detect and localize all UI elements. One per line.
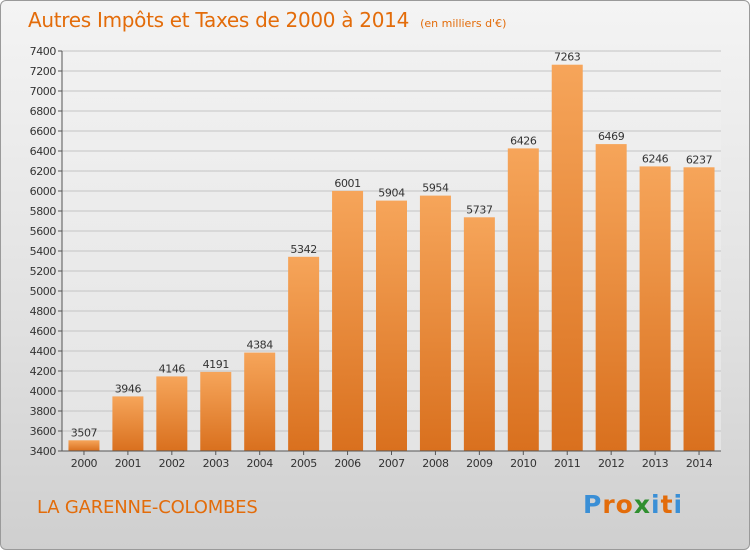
logo-letter: t bbox=[660, 490, 674, 519]
logo-letter: i bbox=[651, 490, 661, 519]
x-tick-label: 2011 bbox=[554, 457, 580, 470]
bar bbox=[683, 167, 715, 452]
y-tick-label: 6200 bbox=[30, 165, 57, 178]
y-tick-label: 4200 bbox=[30, 365, 57, 378]
logo-letter: r bbox=[602, 490, 616, 519]
bar bbox=[112, 396, 144, 451]
data-label: 7263 bbox=[554, 51, 581, 64]
data-label: 6237 bbox=[686, 153, 713, 166]
bar bbox=[244, 352, 276, 451]
chart-header: Autres Impôts et Taxes de 2000 à 2014 (e… bbox=[28, 8, 506, 32]
x-tick-label: 2007 bbox=[378, 457, 405, 470]
chart-subtitle: (en milliers d'€) bbox=[420, 17, 507, 30]
y-tick-label: 6600 bbox=[30, 125, 57, 138]
y-tick-label: 3600 bbox=[30, 425, 57, 438]
x-tick-label: 2008 bbox=[422, 457, 449, 470]
y-tick-label: 3400 bbox=[30, 445, 57, 458]
x-tick-label: 2006 bbox=[334, 457, 361, 470]
bars bbox=[68, 64, 715, 452]
data-label: 5342 bbox=[290, 243, 316, 256]
bar bbox=[288, 256, 320, 451]
data-label: 4191 bbox=[203, 358, 229, 371]
x-tick-label: 2004 bbox=[246, 457, 273, 470]
data-label: 6001 bbox=[334, 177, 360, 190]
logo-letter: o bbox=[615, 490, 634, 519]
y-tick-label: 5000 bbox=[30, 285, 57, 298]
logo-letter: i bbox=[673, 490, 684, 519]
data-label: 3946 bbox=[115, 382, 142, 395]
bar bbox=[463, 217, 495, 451]
x-tick-label: 2003 bbox=[203, 457, 230, 470]
y-tick-label: 6400 bbox=[30, 145, 57, 158]
data-label: 6469 bbox=[598, 130, 625, 143]
y-tick-label: 3800 bbox=[30, 405, 57, 418]
y-tick-label: 4600 bbox=[30, 325, 57, 338]
bar bbox=[332, 190, 364, 451]
chart-title: Autres Impôts et Taxes de 2000 à 2014 bbox=[28, 8, 409, 32]
x-tick-label: 2010 bbox=[510, 457, 537, 470]
y-tick-label: 6800 bbox=[30, 105, 57, 118]
data-labels: 3507 3946 4146 4191 4384 5342 6001 5904 5954 5737… bbox=[71, 51, 713, 440]
bar bbox=[419, 195, 451, 451]
bar bbox=[156, 376, 188, 451]
y-tick-label: 4000 bbox=[30, 385, 57, 398]
data-label: 6246 bbox=[642, 152, 669, 165]
x-tick-label: 2000 bbox=[71, 457, 98, 470]
proxiti-logo[interactable]: Proxiti bbox=[583, 490, 683, 519]
y-tick-label: 5400 bbox=[30, 245, 57, 258]
y-tick-label: 5600 bbox=[30, 225, 57, 238]
bar bbox=[595, 144, 627, 451]
x-tick-label: 2012 bbox=[598, 457, 624, 470]
bar bbox=[639, 166, 671, 451]
x-tick-label: 2014 bbox=[686, 457, 713, 470]
y-tick-label: 7400 bbox=[30, 45, 57, 58]
x-tick-label: 2005 bbox=[290, 457, 317, 470]
y-tick-label: 4800 bbox=[30, 305, 57, 318]
y-tick-label: 7000 bbox=[30, 85, 57, 98]
data-label: 4146 bbox=[159, 362, 186, 375]
data-label: 5737 bbox=[466, 203, 493, 216]
bar bbox=[68, 440, 100, 451]
data-label: 5904 bbox=[378, 187, 405, 200]
y-tick-label: 5200 bbox=[30, 265, 57, 278]
commune-name: LA GARENNE-COLOMBES bbox=[37, 497, 258, 518]
bar bbox=[200, 371, 232, 451]
logo-letter: P bbox=[583, 490, 603, 519]
x-tick-label: 2002 bbox=[159, 457, 185, 470]
data-label: 3507 bbox=[71, 426, 98, 439]
x-tick-label: 2001 bbox=[115, 457, 141, 470]
data-label: 5954 bbox=[422, 182, 449, 195]
data-label: 4384 bbox=[246, 339, 273, 352]
logo-letter: x bbox=[633, 490, 651, 519]
y-tick-label: 7200 bbox=[30, 65, 57, 78]
y-tick-label: 6000 bbox=[30, 185, 57, 198]
bar bbox=[376, 200, 407, 451]
axes: 3400 3600 3800 4000 4200 4400 4600 4800 5000 5200… bbox=[30, 45, 721, 470]
data-label: 6426 bbox=[510, 134, 537, 147]
y-tick-label: 5800 bbox=[30, 205, 57, 218]
x-tick-label: 2013 bbox=[642, 457, 669, 470]
bar bbox=[551, 64, 583, 451]
y-tick-label: 4400 bbox=[30, 345, 57, 358]
bar bbox=[507, 148, 539, 451]
x-tick-label: 2009 bbox=[466, 457, 493, 470]
